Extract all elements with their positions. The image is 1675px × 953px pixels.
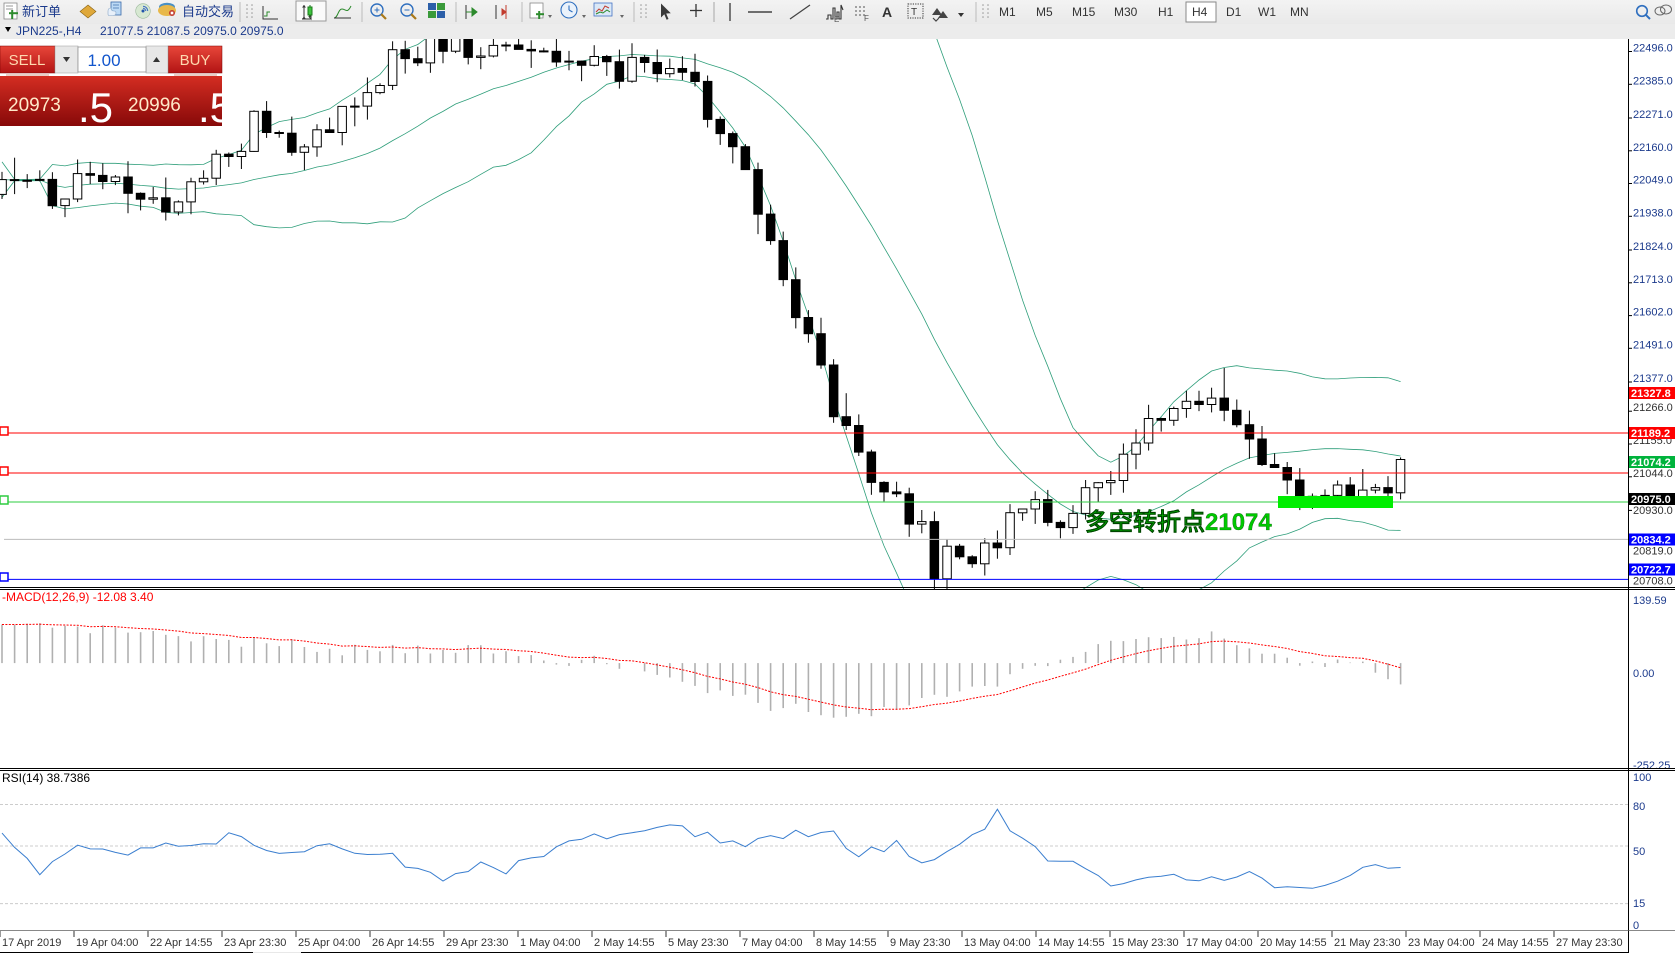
svg-text:21491.0: 21491.0 [1633, 339, 1673, 351]
svg-text:22271.0: 22271.0 [1633, 109, 1673, 121]
svg-text:新订单: 新订单 [22, 4, 61, 19]
svg-text:21824.0: 21824.0 [1633, 241, 1673, 253]
svg-text:20819.0: 20819.0 [1633, 546, 1673, 558]
svg-text:26 Apr 14:55: 26 Apr 14:55 [372, 937, 434, 949]
svg-text:T: T [911, 7, 917, 18]
svg-text:17 May 04:00: 17 May 04:00 [1186, 937, 1253, 949]
svg-text:22049.0: 22049.0 [1633, 175, 1673, 187]
svg-text:13 May 04:00: 13 May 04:00 [964, 937, 1031, 949]
svg-text:M30: M30 [1114, 5, 1138, 19]
svg-text:7 May 04:00: 7 May 04:00 [742, 937, 803, 949]
svg-text:A: A [882, 4, 892, 20]
svg-text:22160.0: 22160.0 [1633, 142, 1673, 154]
svg-text:17 Apr 2019: 17 Apr 2019 [2, 937, 61, 949]
svg-text:21189.2: 21189.2 [1631, 428, 1670, 440]
svg-text:H1: H1 [1158, 5, 1174, 19]
svg-text:F: F [864, 14, 869, 23]
svg-text:1 May 04:00: 1 May 04:00 [520, 937, 581, 949]
svg-text:24 May 14:55: 24 May 14:55 [1482, 937, 1549, 949]
svg-text:20996: 20996 [128, 95, 181, 116]
svg-text:自动交易: 自动交易 [182, 4, 234, 19]
svg-text:20 May 14:55: 20 May 14:55 [1260, 937, 1327, 949]
svg-text:JPN225-,H4: JPN225-,H4 [16, 24, 82, 38]
svg-text:RSI(14) 38.7386: RSI(14) 38.7386 [2, 771, 90, 785]
svg-text:0.00: 0.00 [1633, 668, 1654, 680]
svg-text:100: 100 [1633, 772, 1651, 784]
svg-text:19 Apr 04:00: 19 Apr 04:00 [76, 937, 138, 949]
svg-text:21938.0: 21938.0 [1633, 207, 1673, 219]
svg-text:21044.0: 21044.0 [1633, 468, 1673, 480]
svg-text:.5: .5 [198, 84, 233, 131]
svg-text:80: 80 [1633, 801, 1645, 813]
svg-text:139.59: 139.59 [1633, 595, 1667, 607]
svg-text:21077.5 21087.5 20975.0 20975.: 21077.5 21087.5 20975.0 20975.0 [100, 24, 284, 38]
svg-text:20930.0: 20930.0 [1633, 505, 1673, 517]
svg-text:29 Apr 23:30: 29 Apr 23:30 [446, 937, 508, 949]
svg-text:SELL: SELL [9, 52, 46, 69]
svg-text:8 May 14:55: 8 May 14:55 [816, 937, 877, 949]
svg-text:5 May 23:30: 5 May 23:30 [668, 937, 729, 949]
svg-text:9 May 23:30: 9 May 23:30 [890, 937, 951, 949]
svg-text:21 May 23:30: 21 May 23:30 [1334, 937, 1401, 949]
svg-text:H4: H4 [1192, 5, 1208, 19]
svg-text:23 May 04:00: 23 May 04:00 [1408, 937, 1475, 949]
svg-text:M1: M1 [999, 5, 1016, 19]
svg-text:15 May 23:30: 15 May 23:30 [1112, 937, 1179, 949]
svg-text:14 May 14:55: 14 May 14:55 [1038, 937, 1105, 949]
svg-text:25 Apr 04:00: 25 Apr 04:00 [298, 937, 360, 949]
svg-text:E: E [834, 15, 839, 24]
svg-text:21377.0: 21377.0 [1633, 373, 1673, 385]
svg-text:M15: M15 [1072, 5, 1096, 19]
svg-text:22 Apr 14:55: 22 Apr 14:55 [150, 937, 212, 949]
svg-text:22385.0: 22385.0 [1633, 75, 1673, 87]
svg-text:50: 50 [1633, 846, 1645, 858]
svg-text:20708.0: 20708.0 [1633, 576, 1673, 588]
svg-text:21713.0: 21713.0 [1633, 274, 1673, 286]
svg-text:MN: MN [1290, 5, 1309, 19]
svg-text:1.00: 1.00 [87, 51, 120, 70]
svg-text:27 May 23:30: 27 May 23:30 [1556, 937, 1623, 949]
svg-text:BUY: BUY [180, 52, 211, 69]
svg-text:21266.0: 21266.0 [1633, 402, 1673, 414]
svg-text:多空转折点21074: 多空转折点21074 [1085, 508, 1272, 536]
svg-text:20973: 20973 [8, 95, 61, 116]
svg-text:23 Apr 23:30: 23 Apr 23:30 [224, 937, 286, 949]
svg-text:-MACD(12,26,9) -12.08 3.40: -MACD(12,26,9) -12.08 3.40 [2, 590, 154, 604]
svg-text:22496.0: 22496.0 [1633, 43, 1673, 55]
svg-text:15: 15 [1633, 898, 1645, 910]
svg-text:.5: .5 [78, 84, 113, 131]
svg-text:2 May 14:55: 2 May 14:55 [594, 937, 655, 949]
svg-text:D1: D1 [1226, 5, 1242, 19]
svg-text:M5: M5 [1036, 5, 1053, 19]
svg-text:21602.0: 21602.0 [1633, 307, 1673, 319]
svg-text:21074.2: 21074.2 [1631, 457, 1671, 469]
svg-text:21327.8: 21327.8 [1631, 388, 1671, 400]
svg-text:W1: W1 [1258, 5, 1276, 19]
